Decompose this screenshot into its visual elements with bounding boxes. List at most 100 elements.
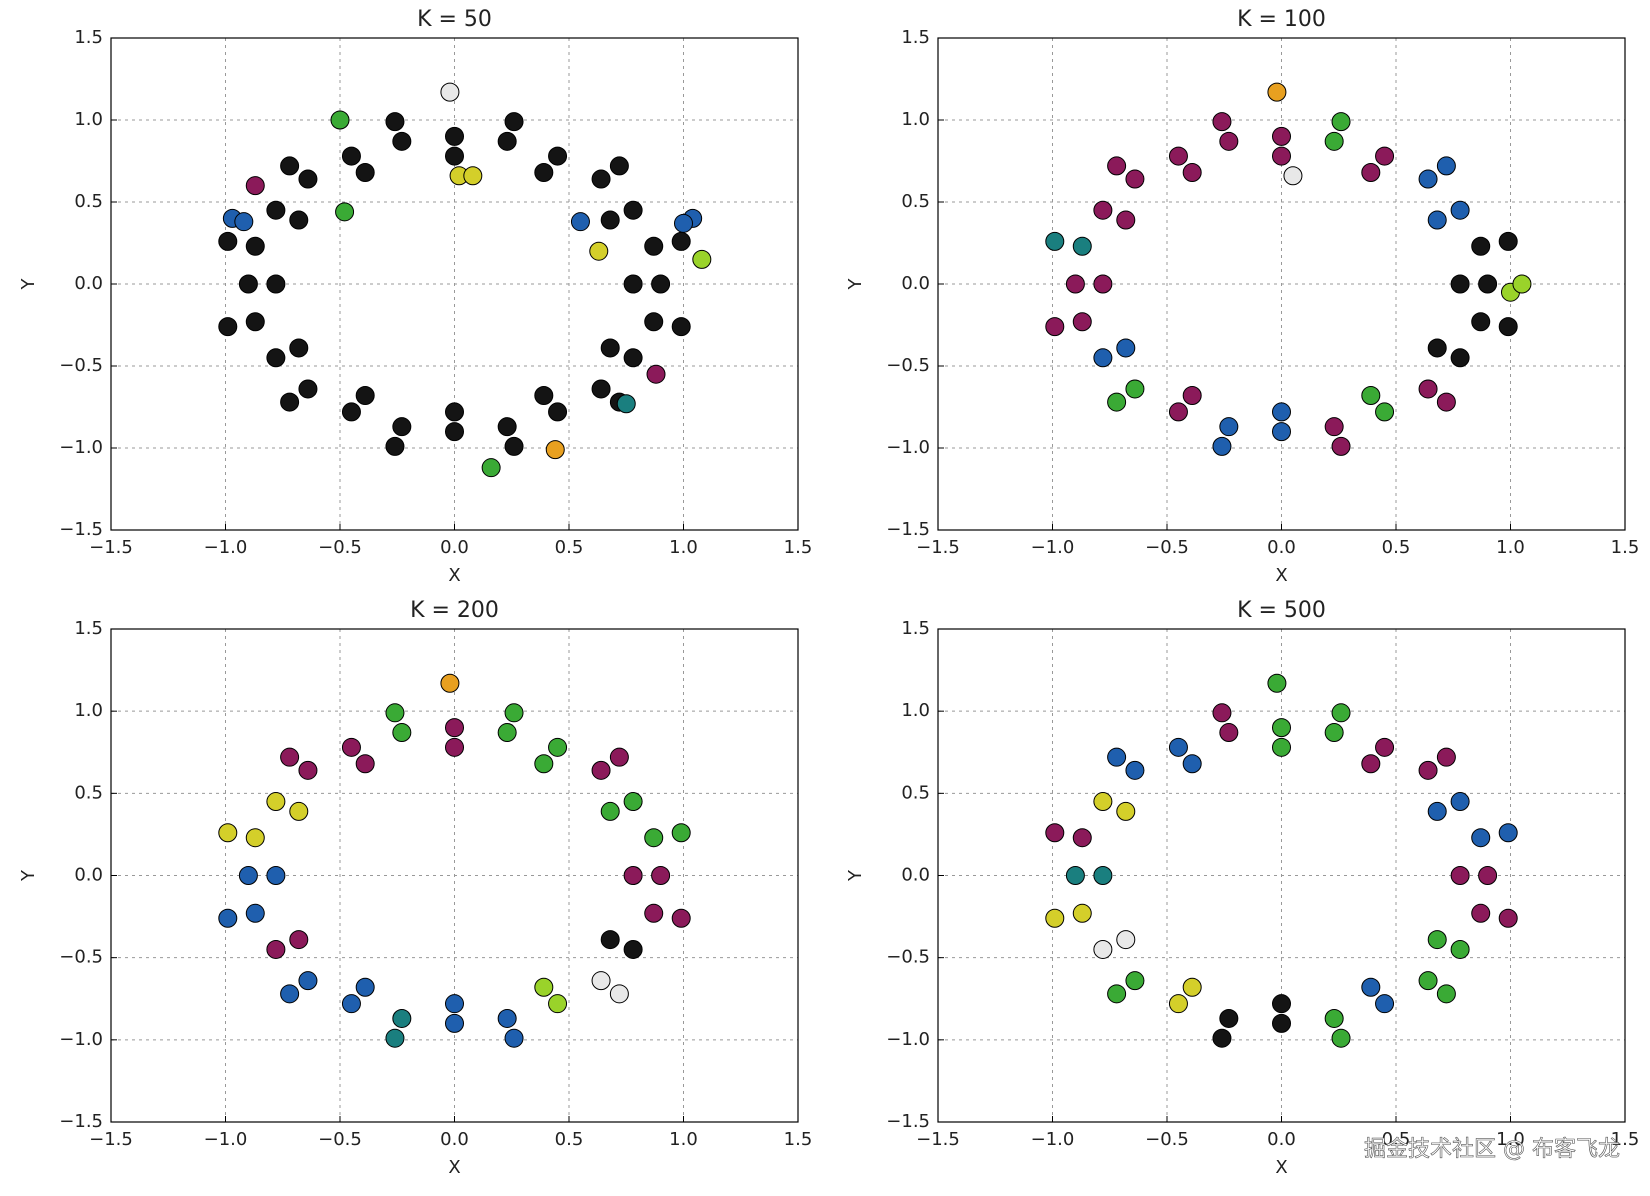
y-tick-label: −1.5 bbox=[886, 1111, 930, 1132]
point bbox=[266, 348, 286, 368]
x-tick-label: −1.5 bbox=[916, 1129, 960, 1150]
point bbox=[1375, 402, 1395, 422]
y-tick-label: −1.5 bbox=[59, 519, 103, 540]
point bbox=[1107, 984, 1127, 1004]
x-tick-label: −0.5 bbox=[1145, 1129, 1189, 1150]
point bbox=[1283, 166, 1303, 186]
y-tick-label: 0.5 bbox=[901, 191, 930, 212]
point bbox=[218, 908, 238, 928]
point bbox=[289, 338, 309, 358]
point bbox=[609, 747, 629, 767]
point bbox=[548, 402, 568, 422]
x-tick-label: 1.0 bbox=[1496, 537, 1525, 558]
point bbox=[1272, 1013, 1291, 1033]
point bbox=[1478, 274, 1498, 294]
x-tick-label: 1.5 bbox=[1611, 1129, 1640, 1150]
point bbox=[671, 317, 691, 337]
y-tick-label: −0.5 bbox=[59, 947, 103, 968]
point bbox=[1272, 402, 1291, 422]
point bbox=[692, 249, 712, 269]
point bbox=[445, 737, 464, 757]
point bbox=[623, 348, 643, 368]
chart-title: K = 50 bbox=[417, 7, 492, 32]
point bbox=[644, 312, 664, 332]
point bbox=[1045, 908, 1065, 928]
plot-frame bbox=[937, 37, 1626, 531]
point bbox=[355, 162, 375, 182]
point bbox=[218, 317, 238, 337]
point bbox=[1361, 754, 1381, 774]
y-tick-label: 1.5 bbox=[901, 618, 930, 639]
point bbox=[1212, 112, 1232, 132]
point bbox=[623, 200, 643, 220]
point bbox=[440, 82, 460, 102]
point bbox=[1324, 131, 1344, 151]
point bbox=[1418, 379, 1438, 399]
point bbox=[616, 394, 636, 414]
watermark: 掘金技术社区 @ 布客飞龙 bbox=[1364, 1137, 1620, 1162]
point bbox=[1072, 312, 1092, 332]
y-tick-label: −1.0 bbox=[59, 437, 103, 458]
point bbox=[298, 379, 318, 399]
point bbox=[600, 338, 620, 358]
point bbox=[355, 754, 375, 774]
x-tick-label: −1.0 bbox=[204, 537, 248, 558]
x-tick-label: 1.0 bbox=[669, 1129, 698, 1150]
point bbox=[1212, 436, 1232, 456]
point bbox=[534, 977, 554, 997]
point bbox=[609, 984, 629, 1004]
point bbox=[1168, 994, 1188, 1014]
point bbox=[623, 866, 643, 885]
point bbox=[1065, 274, 1085, 294]
point bbox=[497, 1008, 517, 1028]
point bbox=[280, 156, 300, 176]
point bbox=[234, 212, 254, 232]
point bbox=[591, 971, 611, 991]
point bbox=[385, 703, 405, 723]
x-tick-label: 1.0 bbox=[669, 537, 698, 558]
point bbox=[497, 131, 517, 151]
point bbox=[1116, 210, 1136, 230]
point bbox=[600, 801, 620, 821]
point bbox=[385, 1028, 405, 1048]
point bbox=[1107, 747, 1127, 767]
point bbox=[1375, 994, 1395, 1014]
point bbox=[238, 866, 258, 885]
x-tick-label: −0.5 bbox=[318, 537, 362, 558]
point bbox=[218, 823, 238, 843]
point bbox=[330, 110, 350, 130]
point bbox=[591, 379, 611, 399]
y-tick-label: 1.5 bbox=[74, 618, 103, 639]
point bbox=[245, 903, 265, 923]
x-tick-label: 1.0 bbox=[1496, 1129, 1525, 1150]
point bbox=[1471, 828, 1491, 848]
point bbox=[504, 436, 524, 456]
point bbox=[1324, 417, 1344, 437]
point bbox=[600, 930, 620, 950]
point bbox=[646, 364, 666, 384]
point bbox=[266, 939, 286, 959]
chart-title: K = 100 bbox=[1237, 7, 1326, 32]
point bbox=[1450, 200, 1470, 220]
point bbox=[1427, 930, 1447, 950]
point bbox=[1272, 994, 1291, 1014]
point bbox=[1450, 274, 1470, 294]
point bbox=[1512, 274, 1532, 294]
point bbox=[504, 703, 524, 723]
point bbox=[392, 1008, 412, 1028]
point bbox=[1182, 162, 1202, 182]
point bbox=[245, 176, 265, 196]
point bbox=[651, 274, 671, 294]
y-tick-label: 0.0 bbox=[901, 865, 930, 886]
plot-frame bbox=[110, 628, 799, 1123]
point bbox=[1361, 386, 1381, 406]
point bbox=[266, 200, 286, 220]
point bbox=[1436, 984, 1456, 1004]
x-tick-label: −1.5 bbox=[89, 1129, 133, 1150]
point bbox=[1045, 823, 1065, 843]
point bbox=[1331, 112, 1351, 132]
point bbox=[1093, 792, 1113, 812]
point bbox=[497, 417, 517, 437]
point bbox=[445, 1013, 464, 1033]
x-tick-label: 0.5 bbox=[555, 537, 584, 558]
